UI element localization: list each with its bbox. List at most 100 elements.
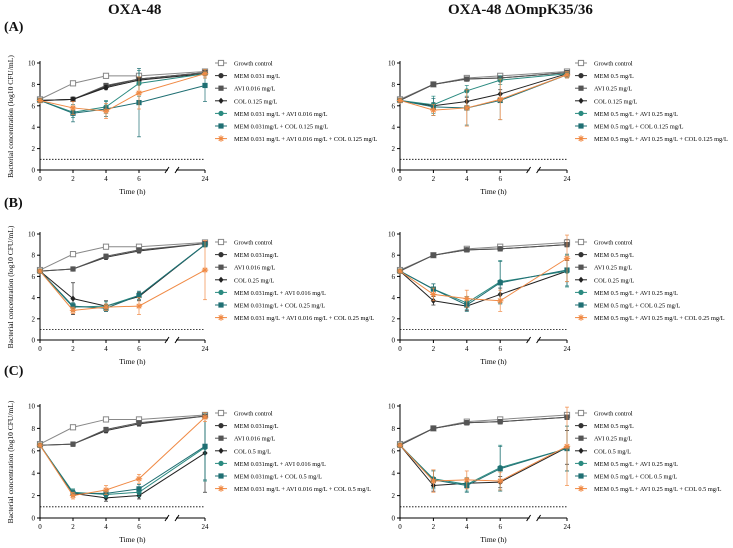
- series-6: [36, 412, 209, 500]
- legend-marker: [218, 447, 224, 454]
- legend-marker: [578, 73, 584, 79]
- data-point: [396, 97, 404, 104]
- x-tick-label: 6: [498, 523, 502, 531]
- series-0: [36, 68, 209, 103]
- series-line: [399, 444, 568, 487]
- legend-marker: [218, 302, 224, 308]
- legend-label: MEM 0.031mg/L + AVI 0.016 mg/L: [234, 290, 326, 297]
- data-point: [135, 475, 143, 482]
- legend-marker: [217, 135, 225, 142]
- legend-label: MEM 0.031 mg/L + AVI 0.016 mg/L + COL 0.…: [234, 315, 374, 322]
- panel-label-b: (B): [4, 196, 23, 211]
- y-tick-label: 6: [392, 447, 396, 455]
- series-line: [399, 444, 568, 485]
- data-point: [563, 255, 571, 262]
- data-point: [430, 477, 437, 485]
- data-point: [430, 106, 437, 114]
- title-right: OXA-48 ΔOmpK35/36: [448, 2, 593, 18]
- y-tick-label: 4: [32, 294, 36, 302]
- data-point: [102, 243, 110, 250]
- legend: Growth control MEM 0.031mg/L AVI 0.016 mg/…: [215, 409, 371, 493]
- series-4: [37, 242, 208, 312]
- y-tick-label: 4: [392, 470, 396, 478]
- data-point: [136, 486, 142, 492]
- legend-marker: [578, 302, 584, 308]
- data-point: [70, 441, 76, 447]
- legend-marker: [578, 264, 584, 270]
- legend-marker: [578, 289, 584, 295]
- y-tick-label: 6: [32, 102, 36, 110]
- x-tick-label: 24: [564, 175, 572, 183]
- legend-label: MEM 0.031 mg/L: [234, 73, 280, 80]
- y-tick-label: 0: [32, 167, 36, 175]
- y-tick-label: 6: [392, 273, 396, 281]
- axis-break-mark: [526, 514, 542, 522]
- y-tick-label: 6: [32, 447, 36, 455]
- legend-marker: [218, 423, 224, 429]
- data-point: [36, 97, 44, 104]
- data-point: [70, 96, 76, 103]
- y-tick-label: 8: [392, 81, 396, 89]
- data-point: [70, 303, 76, 309]
- data-point: [103, 84, 109, 91]
- legend-marker: [218, 460, 224, 466]
- y-tick-label: 2: [32, 492, 36, 500]
- legend-label: MEM 0.5 mg/L: [594, 423, 634, 430]
- x-tick-label: 0: [398, 175, 402, 183]
- y-tick-label: 4: [392, 124, 396, 132]
- x-axis-label: Time (h): [480, 187, 507, 196]
- y-tick-label: 10: [388, 231, 396, 239]
- y-tick-label: 10: [28, 60, 36, 68]
- data-point: [464, 247, 470, 253]
- x-tick-label: 6: [498, 345, 502, 353]
- legend: Growth control MEM 0.5 mg/L AVI 0.25 mg/L C…: [575, 409, 722, 493]
- y-tick-label: 0: [32, 337, 36, 345]
- x-tick-label: 0: [38, 345, 42, 353]
- legend-label: MEM 0.5 mg/L + COL 0.5 mg/L: [594, 474, 677, 481]
- legend-label: Growth control: [594, 240, 633, 247]
- legend-label: MEM 0.5 mg/L + AVI 0.25 mg/L + COL 0.5 m…: [594, 486, 722, 493]
- title-left: OXA-48: [108, 2, 162, 18]
- data-point: [135, 89, 143, 97]
- series-6: [396, 71, 571, 127]
- series-3: [397, 430, 570, 492]
- legend-label: AVI 0.016 mg/L: [234, 436, 275, 443]
- legend-marker: [578, 252, 584, 258]
- legend-label: AVI 0.016 mg/L: [234, 265, 275, 272]
- series-line: [39, 72, 206, 101]
- legend-marker: [577, 409, 585, 417]
- x-tick-label: 0: [398, 523, 402, 531]
- legend-marker: [218, 85, 224, 91]
- legend-label: AVI 0.25 mg/L: [594, 436, 632, 443]
- data-point: [102, 486, 110, 494]
- series-line: [39, 243, 206, 272]
- series-4: [37, 69, 208, 118]
- data-point: [430, 81, 436, 87]
- data-point: [396, 267, 404, 275]
- y-axis-label: Bacterial concentration (log10 CFU/mL): [6, 400, 15, 523]
- legend-marker: [217, 485, 225, 492]
- series-0: [36, 239, 209, 274]
- y-tick-label: 2: [392, 315, 396, 323]
- legend-marker: [218, 473, 224, 479]
- x-tick-label: 4: [465, 175, 469, 183]
- legend: Growth control MEM 0.5 mg/L AVI 0.25 mg/L C…: [575, 238, 725, 322]
- y-axis-label: Bacterial concentration (log10 CFU/mL): [6, 225, 15, 348]
- y-tick-label: 10: [28, 403, 36, 411]
- legend-marker: [218, 110, 224, 116]
- legend-label: COL 0.5 mg/L: [234, 448, 271, 455]
- x-tick-label: 2: [432, 345, 436, 353]
- data-point: [103, 426, 109, 433]
- x-tick-label: 4: [104, 175, 108, 183]
- data-point: [497, 466, 503, 472]
- legend-label: COL 0.5 mg/L: [594, 448, 631, 455]
- legend-marker: [578, 276, 584, 283]
- y-tick-label: 0: [392, 337, 396, 345]
- y-tick-label: 8: [392, 425, 396, 433]
- y-tick-label: 4: [32, 470, 36, 478]
- data-point: [464, 76, 470, 82]
- legend-label: MEM 0.5 mg/L: [594, 252, 634, 259]
- y-tick-label: 10: [388, 403, 396, 411]
